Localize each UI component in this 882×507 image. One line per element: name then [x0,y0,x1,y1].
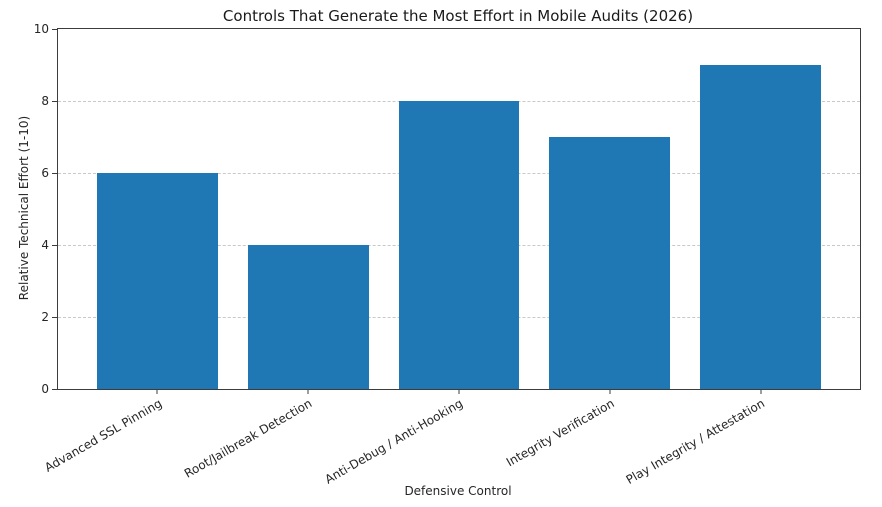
x-tick-mark [609,389,611,394]
x-axis-title: Defensive Control [404,484,512,498]
bar [549,137,671,389]
x-tick-label: Anti-Debug / Anti-Hooking [322,396,466,487]
y-tick-mark [52,316,57,318]
y-tick-label: 10 [33,22,49,36]
x-tick-label: Integrity Verification [503,396,617,470]
y-tick-label: 2 [41,310,49,324]
x-tick-mark [760,389,761,394]
plot-area: 0 2 4 6 8 10 Advanced SSL Pinning Root/Jailbre… [34,23,861,487]
y-axis-title: Relative Technical Effort (1-10) [17,115,31,301]
bar [97,173,218,389]
y-tick-mark [52,100,57,102]
y-tick-label: 6 [41,166,49,180]
x-tick-mark [458,389,460,394]
y-tick-mark [52,244,57,246]
y-tick-mark [52,28,57,30]
chart-title: Controls That Generate the Most Effort i… [222,7,694,25]
bar [247,245,369,389]
y-tick-mark [52,388,57,390]
bar [700,65,821,389]
y-tick-label: 0 [41,382,49,396]
x-tick-label: Root/Jailbreak Detection [182,396,315,481]
bar [398,101,520,389]
y-tick-label: 8 [41,94,49,108]
y-tick-mark [52,172,57,174]
x-tick-label: Play Integrity / Attestation [623,396,768,488]
y-tick-label: 4 [41,238,49,252]
x-tick-mark [156,389,158,394]
x-tick-label: Advanced SSL Pinning [41,396,164,475]
x-tick-mark [307,389,309,394]
